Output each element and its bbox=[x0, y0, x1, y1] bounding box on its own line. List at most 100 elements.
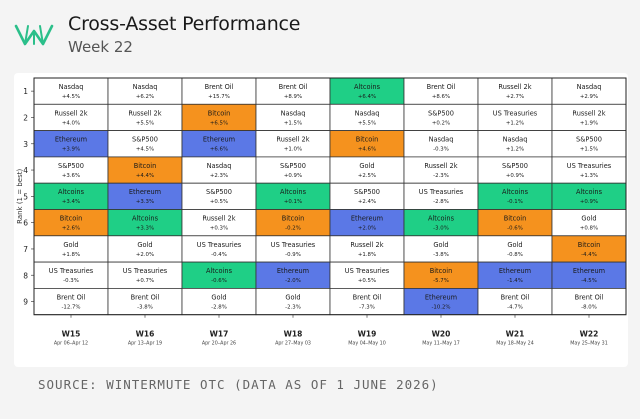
rank-cell bbox=[255, 156, 331, 184]
cell-asset-label: Ethereum bbox=[203, 136, 235, 144]
rank-cell bbox=[181, 77, 257, 105]
cell-asset-label: Ethereum bbox=[351, 215, 383, 223]
cell-asset-label: Nasdaq bbox=[133, 83, 158, 91]
cell-asset-label: Altcoins bbox=[206, 267, 233, 275]
cell-asset-label: US Treasuries bbox=[419, 188, 464, 196]
rank-cell bbox=[33, 156, 109, 184]
cell-return-label: +0.5% bbox=[358, 278, 376, 284]
cell-return-label: -0.8% bbox=[507, 252, 523, 258]
cell-return-label: +1.2% bbox=[506, 120, 524, 126]
cell-asset-label: Brent Oil bbox=[501, 293, 530, 301]
cell-return-label: -0.4% bbox=[211, 252, 227, 258]
cell-return-label: -3.8% bbox=[137, 304, 153, 310]
rank-cell bbox=[403, 130, 479, 158]
rank-cell bbox=[33, 287, 109, 316]
rank-cell bbox=[255, 130, 331, 158]
cell-return-label: +5.5% bbox=[136, 120, 154, 126]
cell-asset-label: Gold bbox=[581, 215, 596, 223]
rank-cell bbox=[107, 130, 183, 158]
page-title: Cross-Asset Performance bbox=[68, 13, 301, 35]
cell-asset-label: US Treasuries bbox=[493, 109, 538, 117]
rank-cell bbox=[551, 103, 627, 131]
cell-asset-label: Bitcoin bbox=[504, 215, 527, 223]
cell-asset-label: Altcoins bbox=[58, 188, 85, 196]
rank-cell bbox=[551, 156, 627, 184]
rank-cell bbox=[403, 103, 479, 131]
rank-cell bbox=[107, 156, 183, 184]
rank-cell bbox=[403, 235, 479, 263]
cell-return-label: -1.4% bbox=[507, 278, 523, 284]
cell-asset-label: Gold bbox=[137, 241, 152, 249]
rank-cell bbox=[403, 287, 479, 316]
cell-return-label: +6.6% bbox=[210, 147, 228, 153]
rank-cell bbox=[181, 261, 257, 289]
rank-cell bbox=[255, 261, 331, 289]
cell-asset-label: Russell 2k bbox=[276, 136, 309, 144]
cell-asset-label: Gold bbox=[63, 241, 78, 249]
cell-return-label: +4.5% bbox=[62, 94, 80, 100]
week-label: W21 bbox=[506, 330, 525, 339]
rank-cell bbox=[107, 235, 183, 263]
rank-cell bbox=[181, 103, 257, 131]
cell-return-label: +0.8% bbox=[580, 226, 598, 232]
rank-cell bbox=[181, 130, 257, 158]
cell-return-label: +0.9% bbox=[284, 173, 302, 179]
cell-asset-label: Nasdaq bbox=[207, 162, 232, 170]
cell-asset-label: Altcoins bbox=[132, 215, 159, 223]
cell-return-label: +8.6% bbox=[432, 94, 450, 100]
cell-asset-label: Nasdaq bbox=[281, 109, 306, 117]
rank-cell bbox=[33, 182, 109, 210]
cell-return-label: +3.9% bbox=[62, 147, 80, 153]
rank-cell bbox=[477, 130, 553, 158]
cell-return-label: +5.5% bbox=[358, 120, 376, 126]
cell-asset-label: Ethereum bbox=[573, 267, 605, 275]
rank-cell bbox=[181, 182, 257, 210]
rank-cell bbox=[477, 287, 553, 316]
week-range-label: May 25–May 31 bbox=[570, 341, 608, 347]
cell-return-label: -5.7% bbox=[433, 278, 449, 284]
rank-cell bbox=[551, 235, 627, 263]
rank-cell bbox=[477, 182, 553, 210]
cell-return-label: +0.9% bbox=[580, 199, 598, 205]
cell-asset-label: US Treasuries bbox=[271, 241, 316, 249]
cell-return-label: +6.4% bbox=[358, 94, 376, 100]
rank-cell bbox=[329, 77, 405, 105]
cell-asset-label: Ethereum bbox=[55, 136, 87, 144]
week-label: W18 bbox=[284, 330, 303, 339]
rank-cell bbox=[551, 261, 627, 289]
cell-return-label: +6.5% bbox=[210, 120, 228, 126]
rank-label: 5 bbox=[23, 192, 28, 201]
cell-asset-label: Altcoins bbox=[354, 83, 381, 91]
rank-cell bbox=[255, 209, 331, 237]
chart-panel: Rank (1 = best) 1 2 3 4 5 6 7 8 9 Nasdaq +4.5% Russe… bbox=[14, 73, 628, 367]
rank-cell bbox=[329, 182, 405, 210]
cell-asset-label: S&P500 bbox=[206, 188, 232, 196]
cell-return-label: +0.7% bbox=[136, 278, 154, 284]
week-label: W20 bbox=[432, 330, 451, 339]
rank-cell bbox=[107, 287, 183, 316]
cell-asset-label: Brent Oil bbox=[353, 293, 382, 301]
week-range-label: May 18–May 24 bbox=[496, 341, 534, 347]
cell-return-label: +3.3% bbox=[136, 199, 154, 205]
cell-asset-label: Russell 2k bbox=[128, 109, 161, 117]
cell-asset-label: Nasdaq bbox=[355, 109, 380, 117]
cell-return-label: +2.5% bbox=[358, 173, 376, 179]
cell-asset-label: S&P500 bbox=[58, 162, 84, 170]
cell-asset-label: Russell 2k bbox=[498, 83, 531, 91]
cell-return-label: -0.1% bbox=[507, 199, 523, 205]
y-axis-label: Rank (1 = best) bbox=[16, 169, 24, 224]
cell-asset-label: S&P500 bbox=[502, 162, 528, 170]
cell-return-label: +2.6% bbox=[62, 226, 80, 232]
cell-return-label: -4.5% bbox=[581, 278, 597, 284]
rank-cell bbox=[33, 209, 109, 237]
source-note: SOURCE: WINTERMUTE OTC (DATA AS OF 1 JUN… bbox=[38, 377, 439, 392]
rank-cell bbox=[403, 182, 479, 210]
rank-cell bbox=[107, 261, 183, 289]
cell-return-label: +1.9% bbox=[580, 120, 598, 126]
rank-cell bbox=[107, 77, 183, 105]
cell-return-label: +1.8% bbox=[62, 252, 80, 258]
rank-cell bbox=[329, 209, 405, 237]
rank-cell bbox=[329, 287, 405, 316]
rank-cell bbox=[477, 77, 553, 105]
rank-cell bbox=[329, 130, 405, 158]
